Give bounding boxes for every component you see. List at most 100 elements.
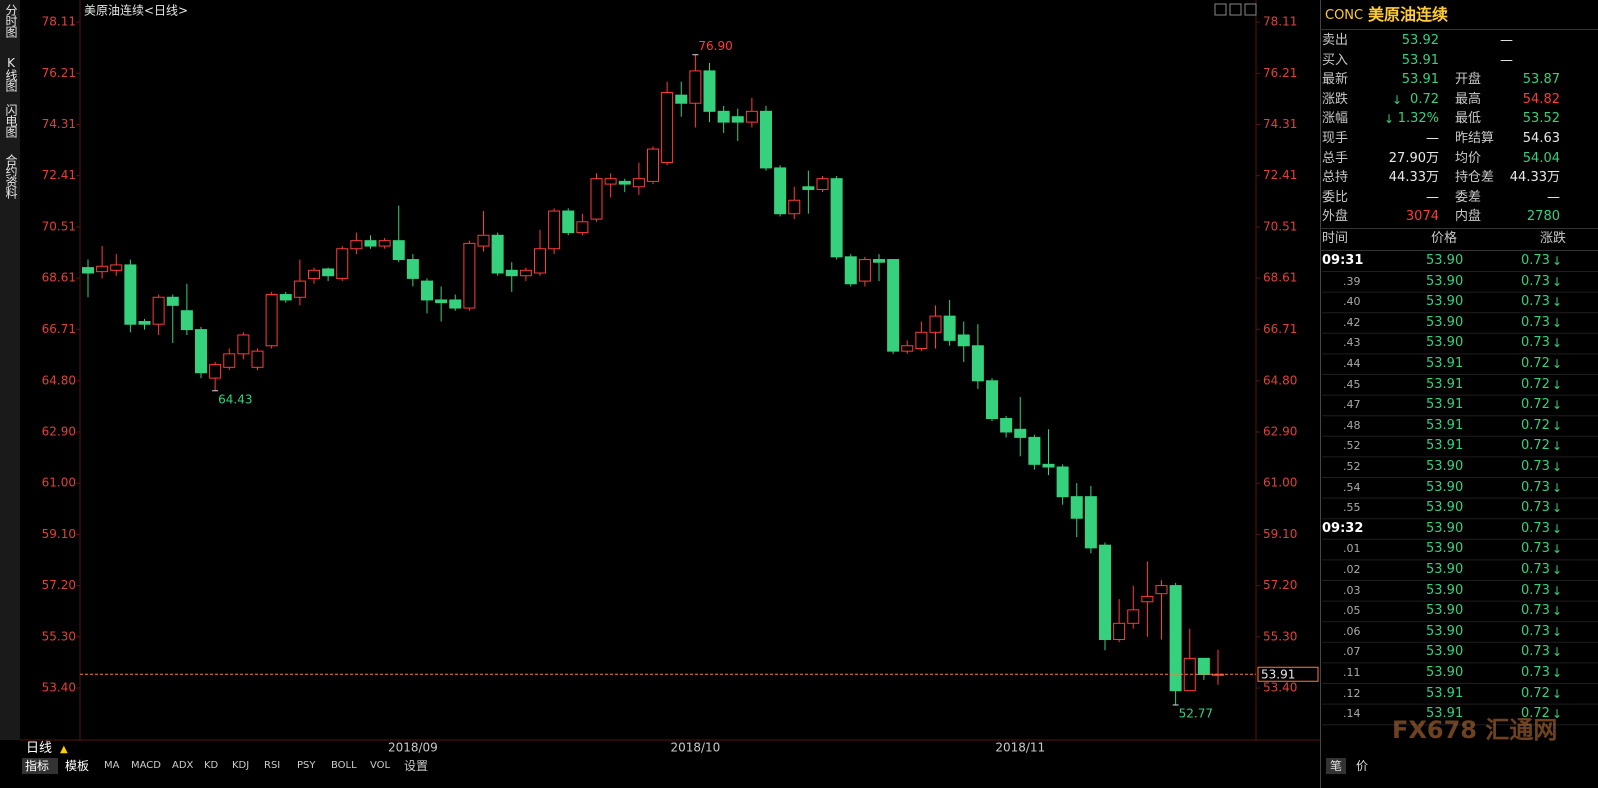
side-tab[interactable]: 分时图 <box>4 4 18 37</box>
candle-body <box>237 334 250 355</box>
indicator-tab[interactable]: ADX <box>172 760 194 771</box>
indicator-tab[interactable]: VOL <box>370 760 391 771</box>
y-tick-label-right: 74.31 <box>1263 117 1297 131</box>
tick-header: 涨跌 <box>1540 231 1567 246</box>
tick-arrow: ↓ <box>1552 707 1563 722</box>
tick-header: 价格 <box>1431 231 1458 246</box>
y-tick-label: 70.51 <box>42 219 76 233</box>
quote-label: 委差 <box>1455 189 1482 205</box>
tick-price: 53.90 <box>1426 644 1464 660</box>
tick-change: 0.73 <box>1521 644 1550 660</box>
tick-change: 0.73 <box>1521 273 1550 289</box>
zoom-button[interactable] <box>1214 3 1227 16</box>
tick-change: 0.73 <box>1521 541 1550 557</box>
tick-arrow: ↓ <box>1552 315 1563 330</box>
tick-price: 53.90 <box>1426 253 1464 268</box>
candle-body <box>576 221 589 234</box>
tick-price: 53.90 <box>1426 562 1464 577</box>
side-tab[interactable]: 合约资料 <box>4 154 18 198</box>
zoom-button[interactable] <box>1229 3 1242 16</box>
x-tick-label: 2018/11 <box>995 741 1045 755</box>
y-tick-label: 78.11 <box>42 15 76 29</box>
tick-change: 0.73 <box>1521 459 1550 474</box>
tick-change: 0.72 <box>1521 356 1550 371</box>
indicator-tab[interactable]: BOLL <box>331 760 357 771</box>
y-tick-label-right: 72.41 <box>1263 168 1297 182</box>
indicator-tab[interactable]: 设置 <box>404 759 429 773</box>
quote-value: 2780 <box>1526 209 1560 225</box>
tick-change: 0.73 <box>1521 623 1550 639</box>
y-tick-label: 53.40 <box>42 680 76 694</box>
indicator-tab[interactable]: 指标 <box>25 759 50 773</box>
tick-price: 53.90 <box>1426 520 1464 536</box>
zoom-button[interactable] <box>1244 3 1257 16</box>
candle-body <box>124 264 137 325</box>
tick-change: 0.73 <box>1521 500 1550 516</box>
quote-label: 内盘 <box>1455 209 1482 225</box>
indicator-tab[interactable]: KDJ <box>232 760 250 771</box>
quote-value: 53.91 <box>1401 72 1439 88</box>
quote-value: — <box>1426 131 1439 146</box>
footer-button[interactable]: 价 <box>1356 759 1369 773</box>
quote-label: 买入 <box>1322 52 1349 68</box>
candle-body <box>632 178 645 188</box>
quote-label: 涨幅 <box>1322 111 1349 127</box>
tick-arrow: ↓ <box>1552 521 1563 536</box>
side-tab[interactable]: K线图 <box>4 56 18 91</box>
indicator-tab[interactable]: MACD <box>131 760 161 771</box>
candle-body <box>915 331 928 349</box>
indicator-tab[interactable]: PSY <box>297 760 316 771</box>
candle-body <box>449 299 462 309</box>
indicator-tab[interactable]: KD <box>204 760 219 771</box>
period-tab[interactable]: 日线 <box>26 741 53 756</box>
down-arrow: ↓ <box>1392 92 1403 107</box>
candle-body <box>816 178 829 190</box>
candle-body <box>1169 585 1182 692</box>
candle-body <box>251 350 264 368</box>
tick-arrow: ↓ <box>1552 583 1563 598</box>
tick-arrow: ↓ <box>1552 666 1563 680</box>
y-tick-label-right: 70.51 <box>1263 219 1297 233</box>
tick-change: 0.73 <box>1521 253 1550 268</box>
indicator-tab[interactable]: 模板 <box>65 759 90 773</box>
side-tab[interactable]: 闪电图 <box>4 104 18 137</box>
tick-price: 53.91 <box>1426 417 1464 433</box>
indicator-tab[interactable]: MA <box>104 760 120 771</box>
candle-body <box>378 240 391 247</box>
tick-arrow: ↓ <box>1552 418 1563 433</box>
quote-value: — <box>1426 189 1439 205</box>
y-tick-label: 57.20 <box>42 578 76 592</box>
tick-change: 0.73 <box>1521 562 1550 577</box>
y-tick-label: 74.31 <box>42 117 76 131</box>
candle-body <box>929 315 942 333</box>
tick-change: 0.73 <box>1521 603 1550 619</box>
footer-button[interactable]: 笔 <box>1326 758 1347 774</box>
tick-price: 53.90 <box>1426 335 1464 351</box>
y-tick-label-right: 66.71 <box>1263 322 1297 336</box>
last-price-label: 53.91 <box>1261 668 1295 682</box>
tick-time: .52 <box>1343 460 1361 473</box>
tick-arrow: ↓ <box>1552 501 1563 516</box>
tick-time: .55 <box>1343 501 1361 515</box>
y-tick-label: 55.30 <box>42 629 76 643</box>
candle-body <box>350 240 363 250</box>
candle-body <box>265 294 278 347</box>
y-tick-label: 61.00 <box>42 476 76 490</box>
candle-body <box>675 94 688 104</box>
tick-price: 53.91 <box>1426 685 1464 701</box>
tick-time: .48 <box>1343 418 1361 432</box>
candle-body <box>392 240 405 261</box>
candle-body <box>110 264 123 271</box>
tick-arrow: ↓ <box>1552 398 1563 413</box>
extreme-label: 76.90 <box>698 39 732 53</box>
tick-arrow: ↓ <box>1552 624 1563 639</box>
candle-body <box>745 110 758 123</box>
tick-change: 0.73 <box>1521 582 1550 598</box>
candle-body <box>152 296 165 325</box>
quote-label: 开盘 <box>1455 72 1482 88</box>
tick-time: .44 <box>1343 357 1361 370</box>
quote-label: 最高 <box>1455 91 1482 107</box>
tick-time: .54 <box>1343 480 1361 494</box>
indicator-tab[interactable]: RSI <box>264 760 281 771</box>
